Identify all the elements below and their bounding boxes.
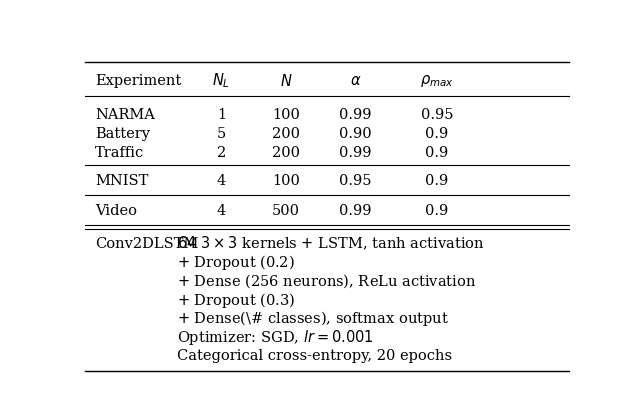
Text: 0.9: 0.9	[426, 205, 449, 218]
Text: 100: 100	[272, 108, 300, 122]
Text: 100: 100	[272, 174, 300, 189]
Text: 4: 4	[217, 205, 226, 218]
Text: NARMA: NARMA	[95, 108, 155, 122]
Text: Video: Video	[95, 205, 137, 218]
Text: 0.99: 0.99	[339, 108, 372, 122]
Text: 1: 1	[217, 108, 226, 122]
Text: MNIST: MNIST	[95, 174, 148, 189]
Text: Experiment: Experiment	[95, 74, 181, 88]
Text: 2: 2	[217, 146, 226, 160]
Text: Battery: Battery	[95, 127, 150, 141]
Text: Optimizer: SGD, $lr = 0.001$: Optimizer: SGD, $lr = 0.001$	[177, 328, 373, 347]
Text: 5: 5	[217, 127, 226, 141]
Text: 200: 200	[272, 127, 300, 141]
Text: Conv2DLSTM: Conv2DLSTM	[95, 237, 198, 251]
Text: $\alpha$: $\alpha$	[349, 74, 361, 88]
Text: Categorical cross-entropy, 20 epochs: Categorical cross-entropy, 20 epochs	[177, 349, 452, 363]
Text: $N_L$: $N_L$	[212, 72, 230, 90]
Text: $+$ Dense (256 neurons), ReLu activation: $+$ Dense (256 neurons), ReLu activation	[177, 273, 476, 290]
Text: 0.9: 0.9	[426, 127, 449, 141]
Text: Traffic: Traffic	[95, 146, 144, 160]
Text: 0.90: 0.90	[339, 127, 372, 141]
Text: $+$ Dropout (0.3): $+$ Dropout (0.3)	[177, 291, 295, 310]
Text: 0.9: 0.9	[426, 174, 449, 189]
Text: 200: 200	[272, 146, 300, 160]
Text: $+$ Dropout (0.2): $+$ Dropout (0.2)	[177, 253, 294, 272]
Text: 0.99: 0.99	[339, 205, 372, 218]
Text: 0.9: 0.9	[426, 146, 449, 160]
Text: $64\ 3 \times 3$ kernels $+$ LSTM, tanh activation: $64\ 3 \times 3$ kernels $+$ LSTM, tanh …	[177, 235, 484, 252]
Text: $N$: $N$	[280, 73, 292, 89]
Text: 0.95: 0.95	[339, 174, 372, 189]
Text: 4: 4	[217, 174, 226, 189]
Text: $+$ Dense(\# classes), softmax output: $+$ Dense(\# classes), softmax output	[177, 309, 449, 328]
Text: $\rho_{max}$: $\rho_{max}$	[420, 73, 454, 89]
Text: 0.95: 0.95	[421, 108, 453, 122]
Text: 500: 500	[272, 205, 300, 218]
Text: 0.99: 0.99	[339, 146, 372, 160]
